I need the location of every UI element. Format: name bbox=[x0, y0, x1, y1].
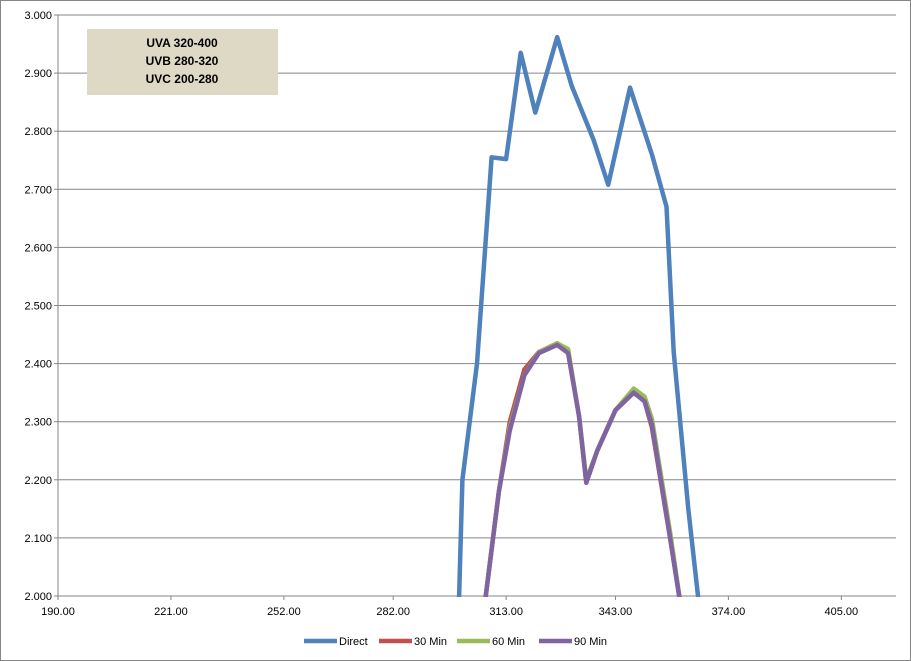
y-tick-label: 2.900 bbox=[24, 68, 52, 80]
x-tick-label: 405.00 bbox=[825, 606, 859, 618]
x-tick-label: 221.00 bbox=[154, 606, 188, 618]
uv-range-note-line-uva: UVA 320-400 bbox=[146, 36, 218, 50]
x-tick-label: 374.00 bbox=[712, 606, 746, 618]
y-tick-label: 2.100 bbox=[24, 533, 52, 545]
uv-range-note-line-uvc: UVC 200-280 bbox=[146, 72, 219, 86]
series-line-direct bbox=[456, 34, 701, 597]
legend: Direct 30 Min 60 Min 90 Min bbox=[304, 636, 607, 648]
axes: 2.000 2.100 2.200 2.300 2.400 2.500 2.600 2.700… bbox=[24, 10, 896, 618]
y-tick-label: 2.000 bbox=[24, 591, 52, 603]
grid-lines bbox=[58, 14, 896, 539]
uv-range-note-box bbox=[87, 29, 278, 95]
y-tick-label: 2.800 bbox=[24, 126, 52, 138]
y-tick-label: 3.000 bbox=[24, 10, 52, 22]
x-tick-label: 190.00 bbox=[41, 606, 75, 618]
y-tick-label: 2.400 bbox=[24, 359, 52, 371]
legend-label-direct: Direct bbox=[339, 636, 368, 648]
legend-label-30-min: 30 Min bbox=[414, 636, 447, 648]
x-tick-label: 282.00 bbox=[376, 606, 410, 618]
series-line-90-min bbox=[483, 342, 682, 597]
x-tick-label: 313.00 bbox=[489, 606, 523, 618]
y-tick-label: 2.700 bbox=[24, 184, 52, 196]
x-tick-label: 252.00 bbox=[267, 606, 301, 618]
y-tick-label: 2.200 bbox=[24, 475, 52, 487]
y-tick-label: 2.300 bbox=[24, 417, 52, 429]
x-tick-label: 343.00 bbox=[599, 606, 633, 618]
series-lines bbox=[456, 34, 701, 597]
uv-range-note-line-uvb: UVB 280-320 bbox=[146, 54, 219, 68]
legend-label-60-min: 60 Min bbox=[492, 636, 525, 648]
legend-label-90-min: 90 Min bbox=[574, 636, 607, 648]
y-tick-label: 2.500 bbox=[24, 301, 52, 313]
series-line-30-min bbox=[483, 341, 682, 597]
series-line-60-min bbox=[483, 341, 682, 597]
uv-range-note: UVA 320-400 UVB 280-320 UVC 200-280 bbox=[87, 29, 278, 95]
y-tick-label: 2.600 bbox=[24, 242, 52, 254]
